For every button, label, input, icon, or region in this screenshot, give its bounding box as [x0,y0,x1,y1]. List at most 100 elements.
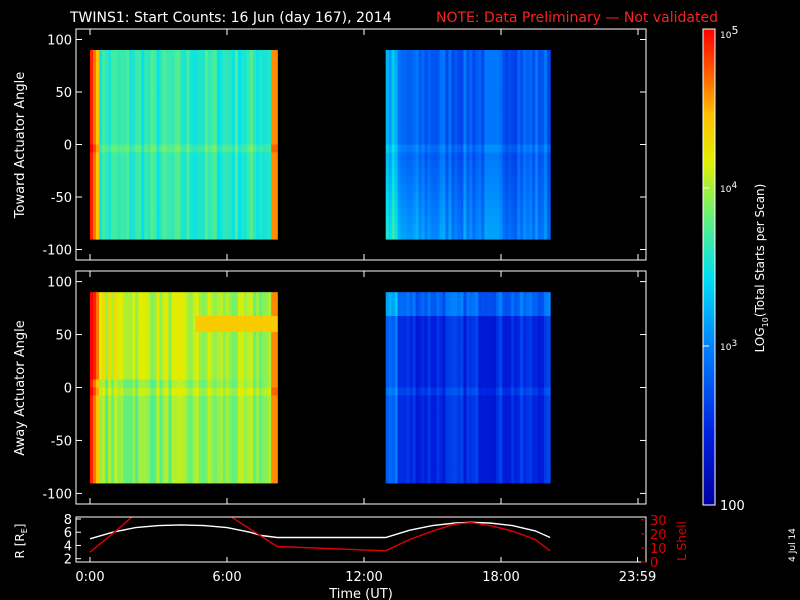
heatmap-cell [159,207,164,216]
heatmap-cell [129,120,133,130]
heatmap-cell [418,97,423,106]
heatmap-cell [174,191,179,201]
heatmap-cell [123,300,127,309]
heatmap-cell [481,97,485,106]
heatmap-cell [144,89,148,98]
heatmap-cell [180,215,185,224]
heatmap-cell [102,458,106,468]
heatmap-cell [174,50,179,59]
heatmap-cell [201,355,206,365]
heatmap-cell [427,50,432,59]
heatmap-cell [123,50,127,59]
heatmap-cell [415,73,420,83]
heatmap-cell [502,81,506,90]
heatmap-cell [129,339,133,349]
heatmap-cell [225,50,230,59]
heatmap-cell [204,65,209,75]
heatmap-cell [244,466,248,476]
heatmap-cell [523,144,527,153]
heatmap-cell [388,152,393,161]
heatmap-cell [439,292,444,301]
heatmap-cell [237,443,242,452]
heatmap-cell [397,160,402,169]
heatmap-cell [469,160,473,169]
heatmap-cell [262,308,266,317]
heatmap-cell [496,113,500,122]
heatmap-cell [268,292,272,301]
heatmap-cell [421,50,426,59]
heatmap-cell [271,419,275,428]
heatmap-cell [174,300,179,309]
heatmap-cell [162,207,167,216]
heatmap-cell [481,136,485,146]
heatmap-cell [415,89,420,98]
heatmap-cell [90,427,94,436]
heatmap-cell [424,316,429,325]
heatmap-cell [171,466,176,476]
heatmap-cell [153,403,158,412]
heatmap-cell [463,427,467,436]
heatmap-cell [499,65,503,75]
heatmap-cell [418,411,423,420]
heatmap-cell [228,97,233,106]
heatmap-cell [262,316,266,325]
heatmap-cell [174,387,179,397]
heatmap-cell [102,451,106,460]
heatmap-cell [469,128,473,138]
heatmap-cell [493,105,497,114]
heatmap-cell [418,176,423,185]
heatmap-cell [388,128,393,138]
heatmap-cell [430,316,435,325]
heatmap-cell [156,65,161,75]
heatmap-cell [484,113,488,122]
heatmap-cell [105,387,109,397]
heatmap-cell [210,395,215,404]
heatmap-cell [171,223,176,232]
heatmap-cell [385,395,390,404]
heatmap-cell [496,81,500,90]
heatmap-cell [237,427,242,436]
heatmap-cell [436,160,441,169]
heatmap-cell [195,183,200,193]
heatmap-cell [204,355,209,365]
heatmap-cell [228,474,233,484]
heatmap-cell [120,215,124,224]
heatmap-cell [436,113,441,122]
heatmap-cell [268,144,272,153]
heatmap-cell [415,427,420,436]
heatmap-cell [144,176,148,185]
heatmap-cell [168,105,173,114]
heatmap-cell [268,300,272,309]
heatmap-cell [442,339,447,349]
heatmap-cell [478,50,482,59]
heatmap-cell [481,89,485,98]
heatmap-cell [445,339,450,349]
heatmap-cell [250,207,254,216]
heatmap-cell [253,120,257,130]
heatmap-cell [256,199,260,209]
heatmap-cell [451,308,456,317]
heatmap-cell [451,89,456,98]
heatmap-cell [268,411,272,420]
heatmap-cell [271,323,275,333]
heatmap-cell [120,168,124,177]
heatmap-cell [204,128,209,138]
heatmap-cell [520,57,524,67]
heatmap-cell [207,176,212,185]
heatmap-cell [466,152,470,161]
heatmap-cell [210,387,215,397]
heatmap-cell [231,105,236,114]
heatmap-cell [180,57,185,67]
heatmap-cell [129,176,133,185]
heatmap-cell [228,81,233,90]
heatmap-cell [207,403,212,412]
heatmap-cell [165,443,170,452]
heatmap-cell [165,152,170,161]
heatmap-cell [144,183,148,193]
heatmap-cell [174,120,179,130]
heatmap-cell [526,89,530,98]
heatmap-cell [439,50,444,59]
heatmap-cell [198,128,203,138]
heatmap-cell [400,144,405,153]
heatmap-cell [412,191,417,201]
